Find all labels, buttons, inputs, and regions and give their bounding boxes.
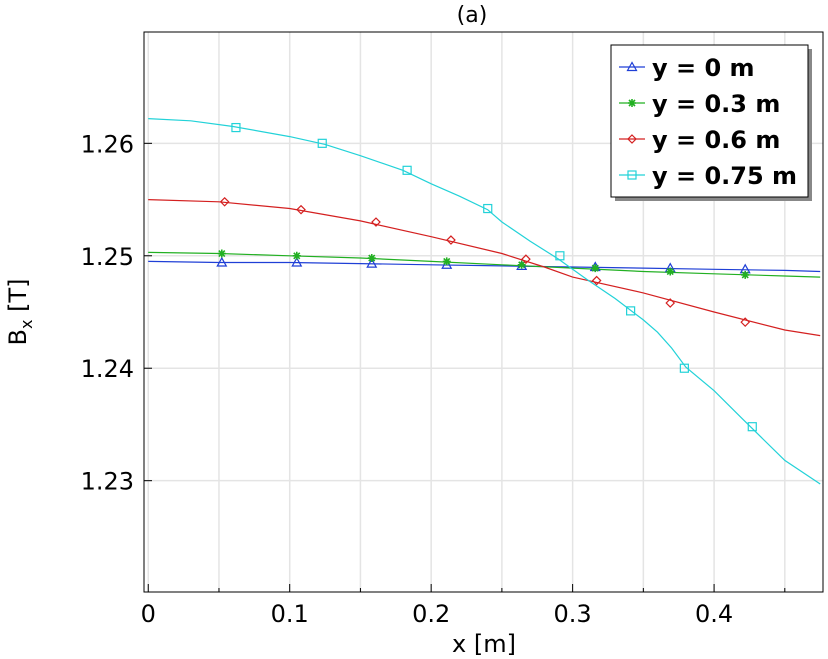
series-line-2 — [148, 199, 821, 337]
y-axis-label-sub: x — [17, 320, 36, 329]
legend-box — [610, 44, 809, 198]
legend-label: y = 0.3 m — [652, 90, 780, 118]
data-point-marker — [740, 317, 751, 327]
x-tick-label: 0.3 — [554, 600, 592, 628]
data-point-marker — [679, 363, 689, 373]
data-point-marker — [296, 204, 306, 215]
data-point-marker — [747, 422, 757, 432]
plot-area-frame — [143, 31, 824, 593]
y-tick-label: 1.24 — [81, 355, 134, 383]
y-axis-label-unit: [T] — [4, 279, 32, 320]
data-point-marker — [446, 235, 456, 245]
legend-marker — [627, 170, 637, 180]
ticks-group: 0 0.1 0.2 0.3 0.4 1.23 1.24 1.25 1.26 — [81, 130, 786, 628]
y-tick-label: 1.25 — [81, 243, 134, 271]
x-tick-label: 0.2 — [412, 600, 450, 628]
data-point-marker — [665, 298, 676, 308]
data-point-marker — [626, 306, 636, 316]
data-point-marker — [216, 256, 228, 267]
x-tick-label: 0.4 — [695, 600, 733, 628]
data-point-marker — [591, 264, 600, 273]
data-point-marker — [291, 256, 303, 267]
legend: y = 0 m y = 0.3 m y = 0.6 m y = 0.75 m — [610, 44, 812, 201]
data-point-marker — [483, 203, 493, 214]
data-point-marker — [591, 275, 602, 286]
legend-marker — [626, 61, 638, 72]
data-point-marker — [366, 257, 378, 268]
data-point-marker — [292, 251, 301, 260]
data-point-marker — [219, 196, 230, 207]
y-tick-label: 1.23 — [81, 468, 134, 496]
data-point-marker — [517, 260, 526, 269]
data-point-marker — [231, 122, 241, 133]
x-axis-label: x [m] — [452, 630, 516, 658]
markers-group — [216, 122, 757, 432]
x-tick-label: 0 — [141, 600, 156, 628]
series-line-1 — [148, 251, 821, 278]
legend-label: y = 0.75 m — [652, 162, 797, 190]
legend-label: y = 0 m — [652, 54, 755, 82]
y-tick-label: 1.26 — [81, 130, 134, 158]
data-point-marker — [555, 251, 565, 261]
data-point-marker — [371, 217, 381, 227]
chart-title: (a) — [457, 3, 488, 28]
x-tick-label: 0.1 — [271, 600, 309, 628]
y-axis-label: Bx [T] — [4, 279, 36, 346]
series-line-3 — [148, 118, 821, 485]
data-point-marker — [666, 267, 675, 276]
legend-marker — [627, 134, 637, 144]
data-point-marker — [521, 254, 531, 264]
legend-marker — [628, 99, 636, 107]
data-point-marker — [217, 249, 226, 258]
series-line-0 — [148, 260, 821, 273]
data-point-marker — [741, 270, 750, 279]
legend-label: y = 0.6 m — [652, 126, 780, 154]
data-point-marker — [442, 257, 451, 266]
data-point-marker — [367, 254, 376, 263]
y-axis-label-main: B — [4, 329, 32, 345]
data-point-marker — [402, 165, 412, 175]
data-point-marker — [317, 138, 327, 148]
